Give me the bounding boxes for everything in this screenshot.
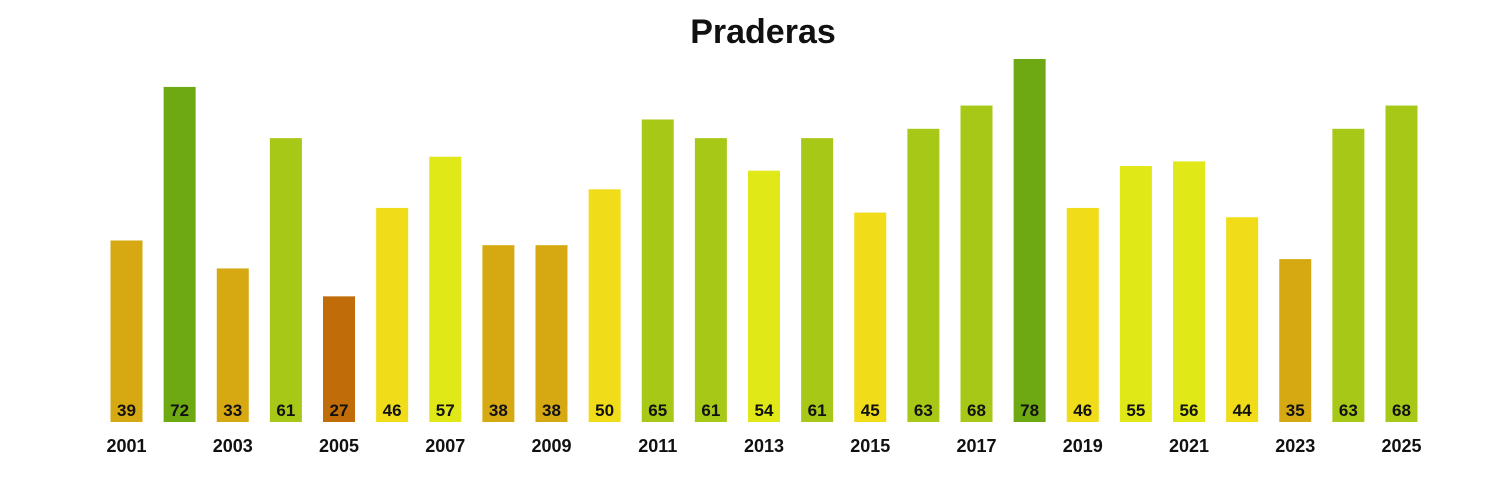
bar-2015 — [854, 212, 887, 422]
bar-value-label-2008: 38 — [489, 401, 508, 420]
bar-2025 — [1385, 105, 1418, 422]
x-tick-label-2013: 2013 — [744, 436, 784, 456]
bar-2007 — [429, 156, 462, 423]
bar-2022 — [1226, 217, 1259, 422]
bar-2002 — [163, 86, 196, 423]
bar-2017 — [960, 105, 993, 422]
bar-value-label-2011: 65 — [648, 401, 667, 420]
bar-2019 — [1066, 207, 1099, 422]
bar-value-label-2001: 39 — [117, 401, 136, 420]
x-tick-label-2015: 2015 — [850, 436, 890, 456]
bar-2018 — [1013, 59, 1046, 422]
bar-2006 — [376, 207, 409, 422]
x-axis-tick-labels: 2001 2003 2005 2007 2009 2011 2013 2015 2017 2019… — [106, 436, 1421, 456]
x-tick-label-2005: 2005 — [319, 436, 359, 456]
bar-value-label-2025: 68 — [1392, 401, 1411, 420]
bar-2011 — [641, 119, 674, 422]
bar-value-label-2007: 57 — [436, 401, 455, 420]
bar-value-label-2003: 33 — [223, 401, 242, 420]
x-tick-label-2023: 2023 — [1275, 436, 1315, 456]
bar-2003 — [216, 268, 249, 422]
x-tick-label-2001: 2001 — [106, 436, 146, 456]
x-tick-label-2025: 2025 — [1381, 436, 1421, 456]
bar-2008 — [482, 245, 515, 422]
bar-value-label-2004: 61 — [276, 401, 295, 420]
bar-value-label-2013: 54 — [755, 401, 774, 420]
bar-value-label-2010: 50 — [595, 401, 614, 420]
bar-2024 — [1332, 128, 1365, 422]
bar-2023 — [1279, 259, 1312, 422]
bar-2009 — [535, 245, 568, 422]
x-tick-label-2021: 2021 — [1169, 436, 1209, 456]
bar-value-label-2009: 38 — [542, 401, 561, 420]
bar-value-label-2020: 55 — [1126, 401, 1145, 420]
bar-value-label-2012: 61 — [701, 401, 720, 420]
bar-value-label-2002: 72 — [170, 401, 189, 420]
value-labels-layer: 39 72 33 61 27 46 57 38 38 50 65 61 54 61 45 63 68 78 46 55… — [117, 401, 1411, 420]
bar-2004 — [269, 138, 302, 422]
x-tick-label-2009: 2009 — [531, 436, 571, 456]
bar-2012 — [694, 138, 727, 422]
bar-value-label-2022: 44 — [1233, 401, 1252, 420]
bar-value-label-2023: 35 — [1286, 401, 1305, 420]
bar-value-label-2014: 61 — [808, 401, 827, 420]
bar-2013 — [748, 170, 780, 422]
bar-2001 — [110, 240, 143, 422]
bar-value-label-2021: 56 — [1180, 401, 1199, 420]
x-tick-label-2019: 2019 — [1063, 436, 1103, 456]
x-tick-label-2003: 2003 — [213, 436, 253, 456]
bar-2010 — [588, 189, 621, 422]
bar-2016 — [907, 128, 940, 422]
bar-value-label-2017: 68 — [967, 401, 986, 420]
x-tick-label-2017: 2017 — [956, 436, 996, 456]
x-tick-label-2011: 2011 — [638, 436, 677, 456]
bar-value-label-2024: 63 — [1339, 401, 1358, 420]
bar-value-label-2016: 63 — [914, 401, 933, 420]
bar-2020 — [1119, 166, 1152, 422]
bar-value-label-2019: 46 — [1073, 401, 1092, 420]
bars-layer — [110, 59, 1418, 423]
chart-title: Praderas — [690, 13, 836, 51]
bar-2014 — [801, 138, 834, 422]
bar-2021 — [1173, 161, 1205, 422]
bar-value-label-2015: 45 — [861, 401, 880, 420]
x-tick-label-2007: 2007 — [425, 436, 465, 456]
bar-value-label-2018: 78 — [1020, 401, 1039, 420]
bar-value-label-2006: 46 — [383, 401, 402, 420]
bar-value-label-2005: 27 — [330, 401, 349, 420]
bar-2005 — [323, 296, 355, 422]
